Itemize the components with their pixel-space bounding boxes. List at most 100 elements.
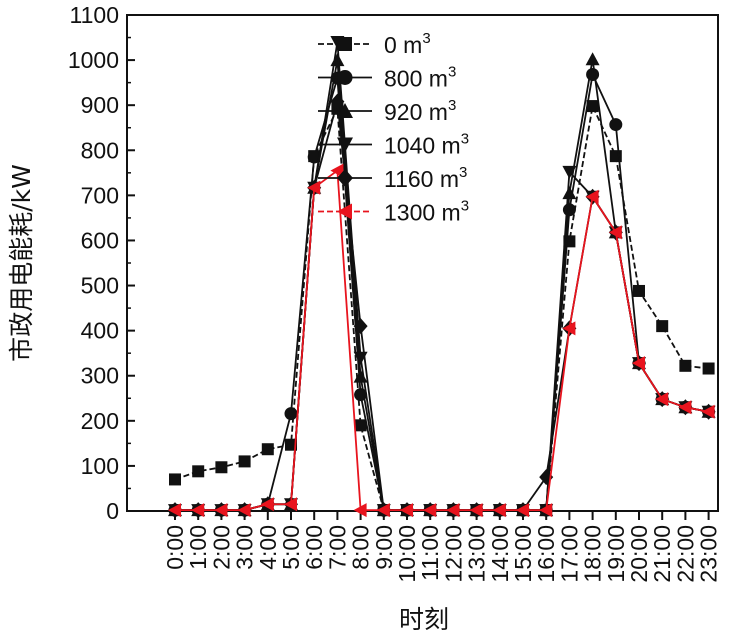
series-line: [175, 59, 709, 511]
x-axis: 0:001:002:003:004:005:006:007:008:009:00…: [162, 511, 722, 583]
data-point: [655, 392, 669, 407]
x-tick-label: 0:00: [162, 525, 188, 570]
data-point: [215, 461, 228, 474]
x-tick-label: 8:00: [348, 525, 374, 570]
legend-label: 1040 m3: [384, 131, 469, 159]
x-tick-label: 4:00: [255, 525, 281, 570]
data-point: [516, 503, 529, 518]
data-point: [330, 53, 345, 67]
legend-superscript: 3: [461, 131, 469, 148]
legend-label: 1160 m3: [384, 164, 467, 192]
y-tick-label: 900: [81, 92, 119, 118]
legend-marker: [337, 70, 353, 85]
legend-superscript: 3: [422, 30, 430, 47]
x-axis-title: 时刻: [399, 605, 449, 634]
x-tick-label: 3:00: [232, 525, 258, 570]
y-tick-label: 1000: [68, 47, 119, 73]
data-point: [679, 359, 692, 372]
y-tick-label: 800: [81, 137, 119, 163]
data-point: [632, 356, 645, 371]
x-tick-label: 17:00: [556, 525, 582, 583]
y-tick-label: 300: [81, 363, 119, 389]
y-tick-label: 100: [81, 453, 119, 479]
data-point: [354, 419, 367, 432]
data-point: [400, 503, 413, 518]
x-tick-label: 18:00: [580, 525, 606, 583]
x-tick-label: 13:00: [464, 525, 490, 583]
data-point: [586, 68, 600, 82]
data-point: [446, 503, 460, 518]
x-tick-label: 19:00: [603, 525, 629, 583]
series-layer: [168, 36, 716, 519]
data-point: [214, 503, 228, 518]
data-point: [562, 186, 577, 200]
data-point: [609, 118, 623, 132]
data-point: [562, 165, 577, 179]
x-tick-label: 7:00: [324, 525, 350, 570]
x-tick-label: 10:00: [394, 525, 420, 583]
legend-superscript: 3: [461, 198, 469, 215]
data-point: [285, 438, 297, 451]
data-point: [376, 503, 390, 518]
x-tick-label: 16:00: [533, 525, 559, 583]
x-tick-label: 22:00: [672, 525, 698, 583]
y-tick-label: 1100: [70, 2, 119, 28]
data-point: [191, 503, 205, 518]
legend-marker: [337, 169, 353, 187]
y-axis-title: 市政用电能耗/kW: [7, 164, 36, 362]
legend-label: 800 m3: [384, 64, 456, 92]
legend-entry: 1040 m3: [318, 131, 469, 159]
data-point: [261, 443, 274, 456]
data-point: [423, 503, 437, 518]
x-tick-label: 9:00: [371, 525, 397, 570]
legend-superscript: 3: [448, 64, 456, 81]
x-tick-label: 5:00: [278, 525, 304, 570]
x-tick-label: 15:00: [510, 525, 536, 583]
data-point: [307, 180, 321, 195]
data-point: [238, 455, 251, 468]
data-point: [353, 318, 368, 335]
data-point: [353, 503, 367, 518]
series-triangle-left: [168, 163, 715, 518]
legend-marker: [337, 203, 352, 220]
data-point: [260, 497, 274, 512]
data-point: [192, 465, 205, 478]
y-axis: 0 100 200 300 400 500 600 700 800 900 1000 1100: [68, 2, 135, 524]
data-point: [284, 407, 298, 421]
data-point: [678, 400, 692, 415]
legend-entry: 1300 m3: [318, 198, 469, 226]
data-point: [307, 150, 321, 164]
legend-superscript: 3: [459, 164, 467, 181]
data-point: [330, 93, 345, 110]
x-tick-label: 11:00: [417, 525, 443, 581]
legend-label: 920 m3: [384, 97, 456, 125]
y-tick-label: 700: [81, 182, 119, 208]
legend-marker: [338, 37, 352, 51]
data-point: [586, 100, 599, 113]
y-tick-label: 500: [81, 273, 119, 299]
data-point: [701, 404, 715, 419]
legend-label: 0 m3: [384, 30, 431, 58]
x-tick-label: 1:00: [185, 525, 211, 570]
x-tick-label: 20:00: [626, 525, 652, 583]
data-point: [608, 225, 622, 240]
legend-entry: 800 m3: [318, 64, 456, 92]
data-point: [585, 189, 599, 204]
legend-marker: [337, 103, 353, 118]
data-point: [284, 497, 297, 512]
legend-label: 1300 m3: [384, 198, 469, 226]
data-point: [656, 320, 669, 333]
x-tick-label: 21:00: [649, 525, 675, 583]
data-point: [169, 473, 181, 486]
x-tick-label: 23:00: [696, 525, 722, 583]
legend-entry: 920 m3: [318, 97, 456, 125]
data-point: [702, 362, 715, 375]
data-point: [237, 503, 251, 518]
y-tick-label: 400: [81, 318, 119, 344]
x-tick-label: 6:00: [301, 525, 327, 570]
data-point: [330, 163, 344, 178]
y-tick-label: 200: [81, 408, 119, 434]
x-tick-label: 14:00: [487, 525, 513, 583]
data-point: [469, 503, 483, 518]
